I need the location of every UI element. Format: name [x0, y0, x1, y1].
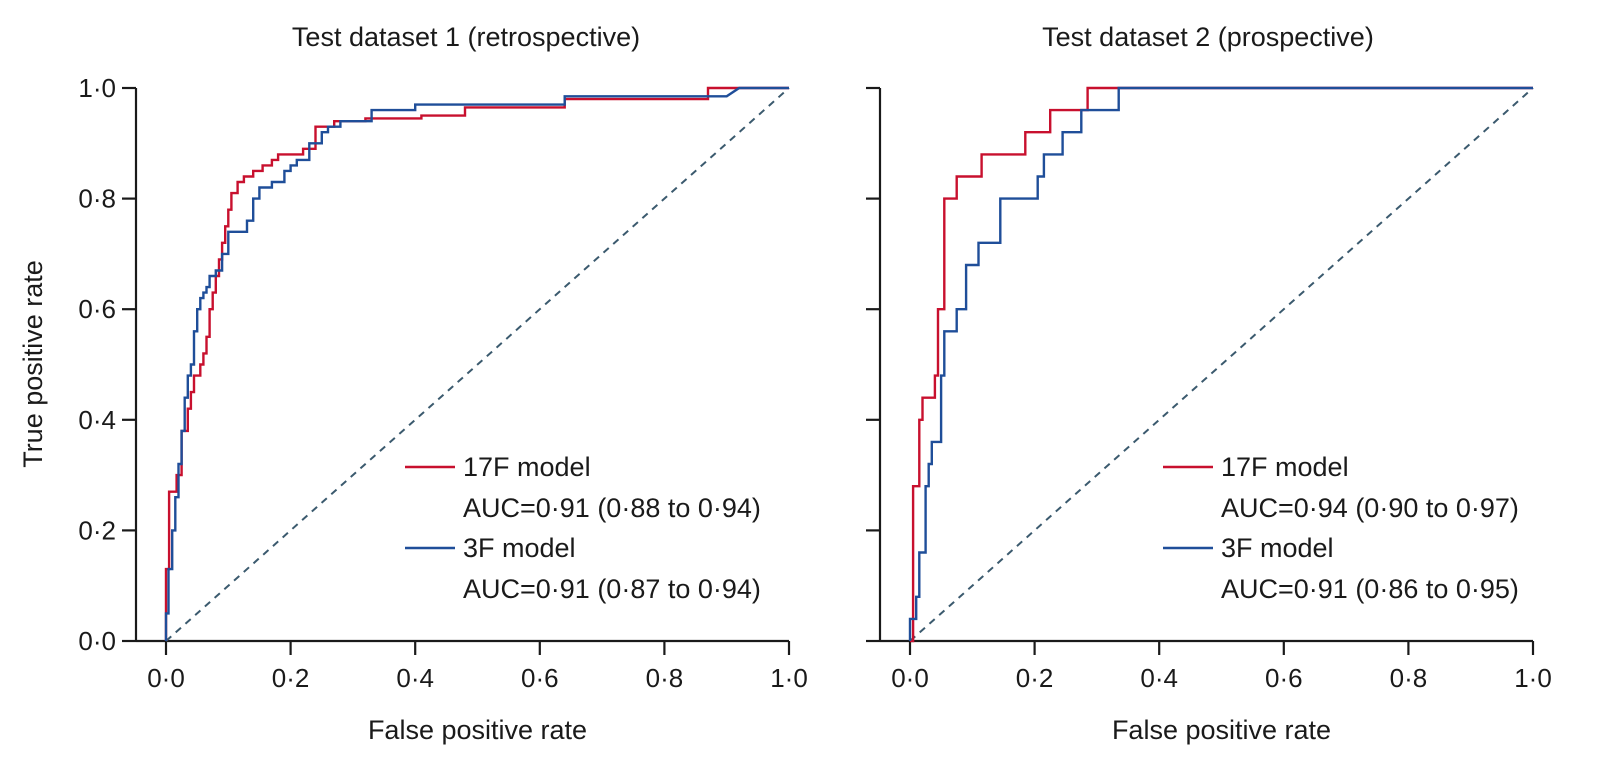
roc-curve-17f-model	[910, 86, 1533, 643]
x-tick-label: 0·8	[646, 663, 684, 693]
roc-curve-3f-model	[164, 86, 789, 641]
legend-auc-3f-model: AUC=0·91 (0·86 to 0·95)	[1221, 574, 1519, 604]
y-tick-label: 0·4	[78, 405, 116, 435]
roc-panel-prospective: Test dataset 2 (prospective) 0·0 0·2 0·4 0·6…	[866, 22, 1552, 745]
x-tick-label: 0·0	[147, 663, 185, 693]
x-tick-label: 0·8	[1390, 663, 1428, 693]
roc-curve-3f-model	[908, 86, 1533, 641]
x-tick-label: 0·4	[1140, 663, 1178, 693]
x-axis-title: False positive rate	[368, 715, 587, 745]
chance-reference-line	[165, 87, 790, 642]
legend-auc-3f-model: AUC=0·91 (0·87 to 0·94)	[463, 574, 761, 604]
x-tick-label: 0·0	[891, 663, 929, 693]
chance-reference-line	[909, 87, 1534, 642]
x-tick-label: 0·2	[272, 663, 310, 693]
x-tick-label: 0·4	[396, 663, 434, 693]
x-tick-label: 0·2	[1016, 663, 1054, 693]
legend-label-17f-model: 17F model	[1221, 452, 1349, 482]
y-tick-label: 0·6	[78, 294, 116, 324]
y-tick-label: 0·0	[78, 626, 116, 656]
chart-title: Test dataset 1 (retrospective)	[292, 22, 640, 52]
legend-label-17f-model: 17F model	[463, 452, 591, 482]
legend-auc-17f-model: AUC=0·94 (0·90 to 0·97)	[1221, 493, 1519, 523]
legend-auc-17f-model: AUC=0·91 (0·88 to 0·94)	[463, 493, 761, 523]
legend-label-3f-model: 3F model	[1221, 533, 1334, 563]
y-tick-label: 0·8	[78, 184, 116, 214]
x-tick-label: 1·0	[1514, 663, 1552, 693]
y-axis-title: True positive rate	[18, 260, 48, 468]
x-axis-title: False positive rate	[1112, 715, 1331, 745]
chart-title: Test dataset 2 (prospective)	[1042, 22, 1374, 52]
x-tick-label: 0·6	[521, 663, 559, 693]
x-tick-label: 1·0	[770, 663, 808, 693]
x-tick-label: 0·6	[1265, 663, 1303, 693]
y-tick-label: 0·2	[78, 515, 116, 545]
y-tick-label: 1·0	[78, 73, 116, 103]
roc-panel-retrospective: Test dataset 1 (retrospective) 0·0 0·2 0·4 0…	[78, 22, 807, 745]
legend-label-3f-model: 3F model	[463, 533, 576, 563]
